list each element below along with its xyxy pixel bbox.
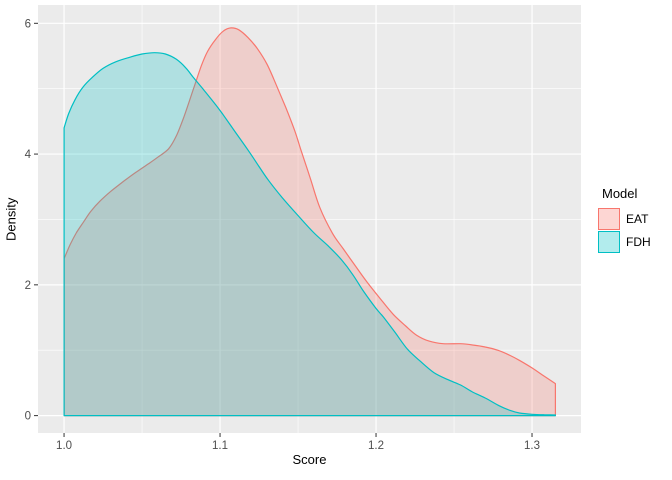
- y-tick-label: 4: [25, 149, 32, 161]
- x-tick-label: 1.2: [368, 440, 384, 452]
- legend-swatch-eat: [598, 208, 620, 230]
- legend-title: Model: [602, 186, 638, 201]
- x-tick-label: 1.3: [524, 440, 540, 452]
- density-curve-eat: [63, 27, 556, 417]
- x-tick-label: 1.0: [56, 440, 72, 452]
- y-tick-label: 2: [25, 280, 31, 292]
- y-axis-title: Density: [3, 197, 19, 241]
- legend: Model EAT FDH: [598, 186, 670, 254]
- legend-label-eat: EAT: [626, 212, 649, 226]
- y-tick-label: 6: [25, 18, 31, 30]
- density-curve-fdh: [63, 52, 556, 417]
- legend-label-fdh: FDH: [626, 235, 651, 249]
- legend-item-eat: EAT: [598, 208, 670, 230]
- legend-item-fdh: FDH: [598, 231, 670, 253]
- y-tick-label: 0: [25, 411, 31, 423]
- plot-panel: [38, 5, 581, 433]
- x-tick-label: 1.1: [212, 440, 228, 452]
- legend-swatch-fdh: [598, 231, 620, 253]
- x-axis-title: Score: [292, 452, 327, 467]
